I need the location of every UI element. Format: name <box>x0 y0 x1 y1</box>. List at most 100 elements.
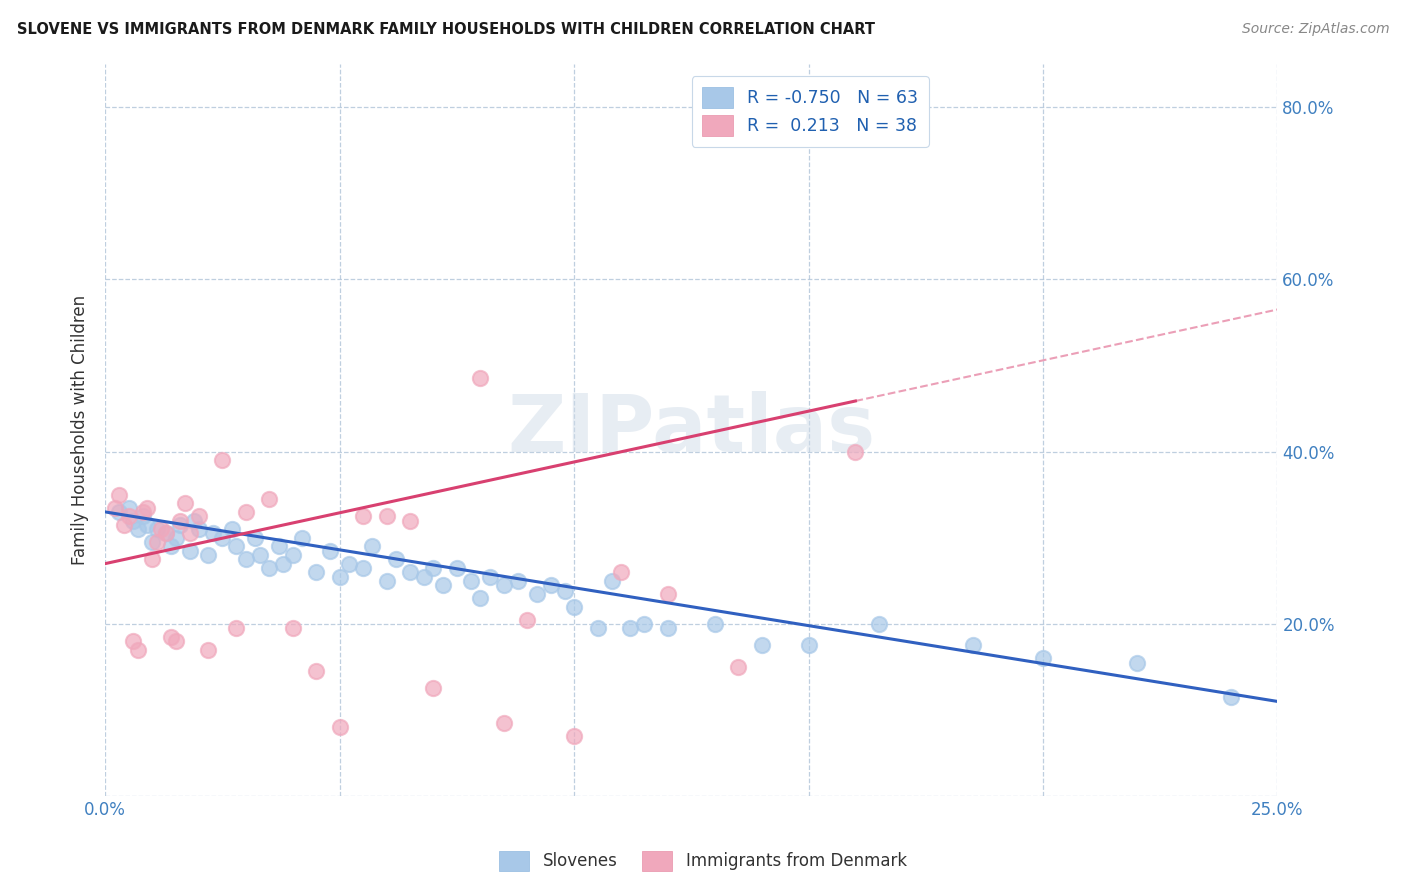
Point <box>375 509 398 524</box>
Point <box>235 505 257 519</box>
Point <box>470 371 492 385</box>
Point <box>506 574 529 588</box>
Point <box>127 642 149 657</box>
Point <box>188 522 211 536</box>
Point <box>1219 690 1241 705</box>
Point <box>844 444 866 458</box>
Point <box>470 591 492 605</box>
Point <box>165 531 187 545</box>
Point <box>146 522 169 536</box>
Point <box>132 505 155 519</box>
Point <box>399 566 422 580</box>
Point <box>329 569 352 583</box>
Point <box>751 639 773 653</box>
Point <box>337 557 360 571</box>
Point <box>259 561 281 575</box>
Point <box>554 584 576 599</box>
Text: ZIPatlas: ZIPatlas <box>508 391 876 469</box>
Point <box>432 578 454 592</box>
Text: Source: ZipAtlas.com: Source: ZipAtlas.com <box>1241 22 1389 37</box>
Point <box>155 526 177 541</box>
Point <box>610 566 633 580</box>
Point <box>155 526 177 541</box>
Point <box>633 616 655 631</box>
Point <box>225 540 247 554</box>
Point <box>305 566 328 580</box>
Point <box>305 665 328 679</box>
Point <box>586 621 609 635</box>
Point <box>868 616 890 631</box>
Point <box>188 509 211 524</box>
Point <box>375 574 398 588</box>
Point <box>422 561 444 575</box>
Point <box>540 578 562 592</box>
Point <box>562 729 585 743</box>
Point <box>211 531 233 545</box>
Point <box>291 531 314 545</box>
Point <box>281 548 304 562</box>
Point <box>221 522 243 536</box>
Point <box>108 505 131 519</box>
Point <box>118 500 141 515</box>
Point <box>211 453 233 467</box>
Point <box>165 634 187 648</box>
Point <box>122 634 145 648</box>
Point <box>460 574 482 588</box>
Point <box>179 526 201 541</box>
Point <box>179 543 201 558</box>
Point <box>1032 651 1054 665</box>
Text: SLOVENE VS IMMIGRANTS FROM DENMARK FAMILY HOUSEHOLDS WITH CHILDREN CORRELATION C: SLOVENE VS IMMIGRANTS FROM DENMARK FAMIL… <box>17 22 875 37</box>
Point <box>422 681 444 696</box>
Point <box>492 578 515 592</box>
Point <box>273 557 295 571</box>
Point <box>122 514 145 528</box>
Point <box>169 517 191 532</box>
Point <box>281 621 304 635</box>
Point <box>225 621 247 635</box>
Point <box>562 599 585 614</box>
Y-axis label: Family Households with Children: Family Households with Children <box>72 295 89 566</box>
Point <box>259 491 281 506</box>
Point <box>352 509 374 524</box>
Point <box>249 548 271 562</box>
Point <box>516 613 538 627</box>
Point <box>112 517 135 532</box>
Point <box>361 540 384 554</box>
Point <box>399 514 422 528</box>
Point <box>352 561 374 575</box>
Point <box>319 543 342 558</box>
Point <box>657 587 679 601</box>
Point <box>235 552 257 566</box>
Point <box>329 720 352 734</box>
Point <box>108 488 131 502</box>
Point <box>160 540 183 554</box>
Point <box>150 522 173 536</box>
Point <box>183 514 205 528</box>
Point <box>174 496 197 510</box>
Point <box>160 630 183 644</box>
Legend: R = -0.750   N = 63, R =  0.213   N = 38: R = -0.750 N = 63, R = 0.213 N = 38 <box>692 77 929 146</box>
Point <box>118 509 141 524</box>
Point <box>492 715 515 730</box>
Point <box>197 548 219 562</box>
Point <box>526 587 548 601</box>
Point <box>136 500 159 515</box>
Point <box>136 517 159 532</box>
Point <box>619 621 641 635</box>
Point <box>245 531 267 545</box>
Point <box>104 500 127 515</box>
Legend: Slovenes, Immigrants from Denmark: Slovenes, Immigrants from Denmark <box>491 842 915 880</box>
Point <box>141 535 163 549</box>
Point <box>169 514 191 528</box>
Point <box>146 535 169 549</box>
Point <box>132 509 155 524</box>
Point <box>703 616 725 631</box>
Point <box>657 621 679 635</box>
Point <box>797 639 820 653</box>
Point <box>727 660 749 674</box>
Point <box>127 522 149 536</box>
Point <box>446 561 468 575</box>
Point <box>478 569 501 583</box>
Point <box>600 574 623 588</box>
Point <box>413 569 436 583</box>
